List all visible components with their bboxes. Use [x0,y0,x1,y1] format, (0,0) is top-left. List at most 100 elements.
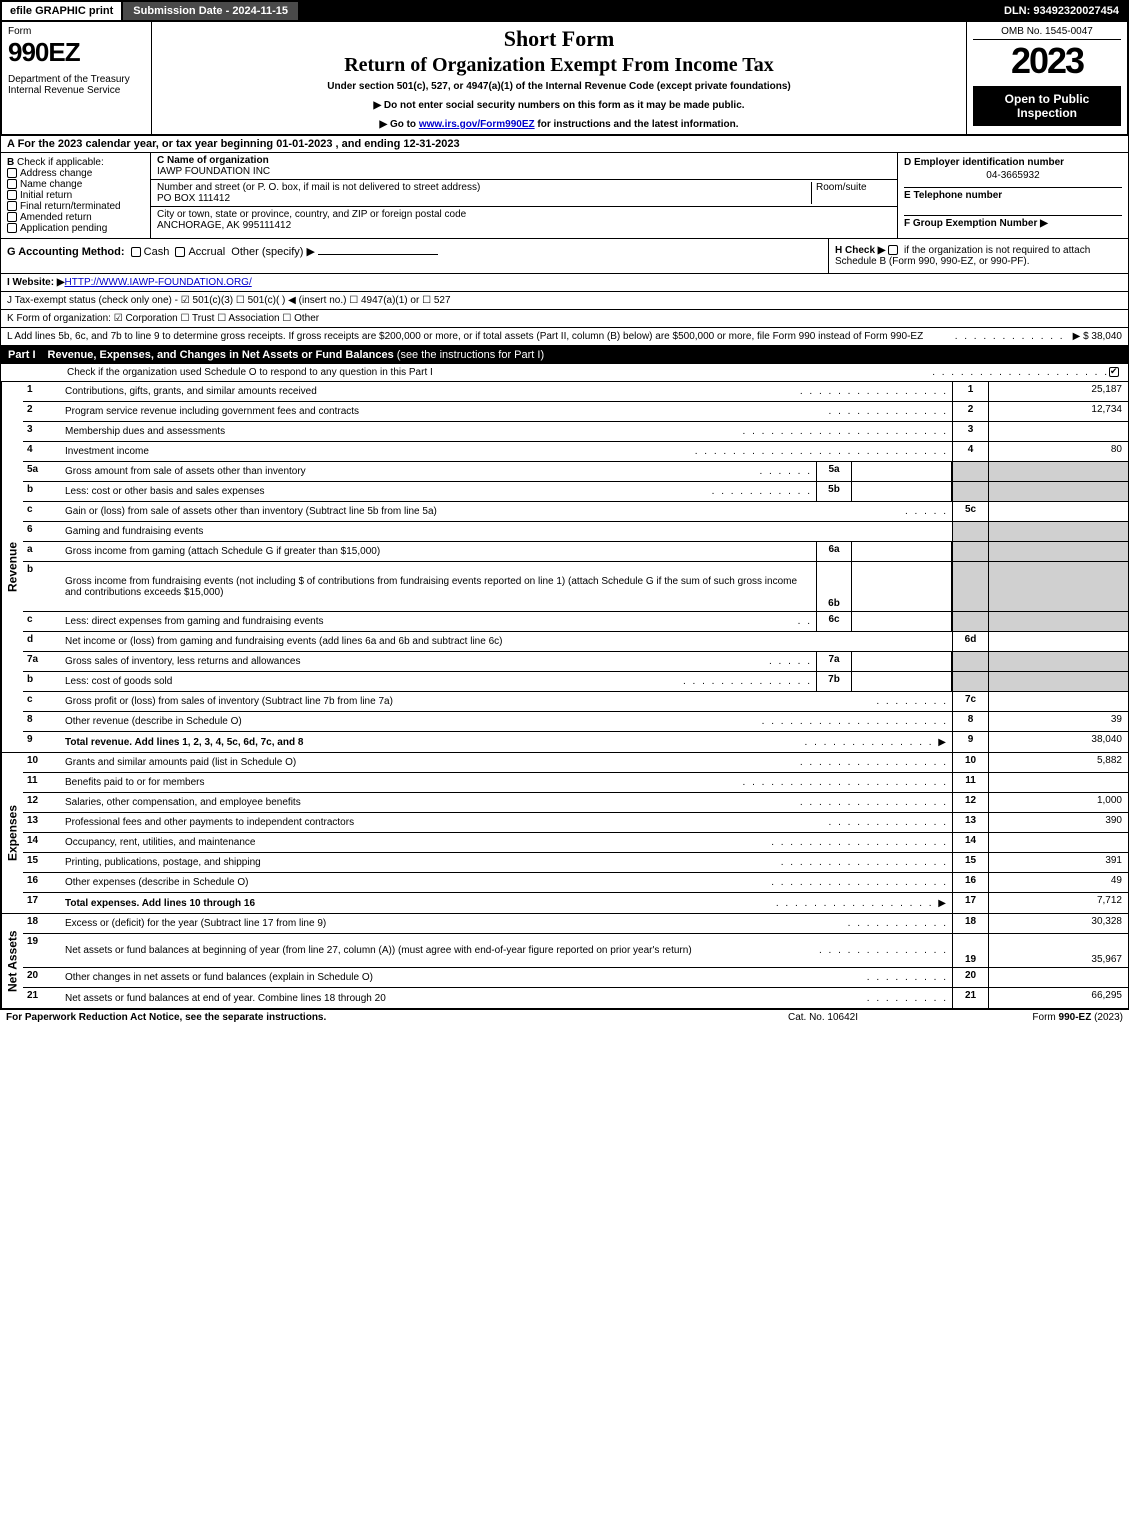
revenue-lines: 1Contributions, gifts, grants, and simil… [23,382,1128,752]
c-name-value: IAWP FOUNDATION INC [157,166,891,177]
h-check[interactable] [888,245,898,255]
top-bar: efile GRAPHIC print Submission Date - 20… [0,0,1129,22]
line-8: 8Other revenue (describe in Schedule O) … [23,712,1128,732]
goto-line: ▶ Go to www.irs.gov/Form990EZ for instru… [160,119,958,130]
header-left: Form 990EZ Department of the Treasury In… [2,22,152,134]
goto-pre: ▶ Go to [379,119,418,130]
footer-left: For Paperwork Reduction Act Notice, see … [6,1012,723,1023]
line-13: 13Professional fees and other payments t… [23,813,1128,833]
warning-ssn: ▶ Do not enter social security numbers o… [160,100,958,111]
d-label: D Employer identification number [904,157,1122,168]
form-word: Form [8,26,145,37]
line-9: 9Total revenue. Add lines 1, 2, 3, 4, 5c… [23,732,1128,752]
e-label: E Telephone number [904,187,1122,201]
form-header: Form 990EZ Department of the Treasury In… [0,22,1129,136]
c-room-label: Room/suite [811,182,891,204]
line-12: 12Salaries, other compensation, and empl… [23,793,1128,813]
part1-note: (see the instructions for Part I) [397,349,544,361]
line-5b: bLess: cost or other basis and sales exp… [23,482,1128,502]
efile-label[interactable]: efile GRAPHIC print [2,2,123,20]
f-label: F Group Exemption Number ▶ [904,215,1122,229]
c-addr-label: Number and street (or P. O. box, if mail… [157,182,811,193]
e-value [904,201,1122,215]
dept-label: Department of the Treasury Internal Reve… [8,74,145,96]
line-6d: dNet income or (loss) from gaming and fu… [23,632,1128,652]
sidebar-netassets: Net Assets [1,914,23,1008]
part1-check-text: Check if the organization used Schedule … [67,367,433,378]
line-7a: 7aGross sales of inventory, less returns… [23,652,1128,672]
row-gh: G Accounting Method: Cash Accrual Other … [0,239,1129,274]
line-6: 6Gaming and fundraising events [23,522,1128,542]
part1-header: Part I Revenue, Expenses, and Changes in… [0,346,1129,364]
row-l-amount: ▶ $ 38,040 [1073,331,1122,342]
b-item-0[interactable]: Address change [7,168,144,179]
g-accrual-check[interactable] [175,247,185,257]
b-item-2[interactable]: Initial return [7,190,144,201]
b-item-1[interactable]: Name change [7,179,144,190]
line-5a: 5aGross amount from sale of assets other… [23,462,1128,482]
row-h: H Check ▶ if the organization is not req… [828,239,1128,273]
row-l: L Add lines 5b, 6c, and 7b to line 9 to … [0,328,1129,346]
col-c: C Name of organization IAWP FOUNDATION I… [151,153,898,238]
topbar-spacer [298,2,996,20]
part1-check-row: Check if the organization used Schedule … [0,364,1129,382]
line-4: 4Investment income . . . . . . . . . . .… [23,442,1128,462]
netassets-lines: 18Excess or (deficit) for the year (Subt… [23,914,1128,1008]
irs-link[interactable]: www.irs.gov/Form990EZ [419,119,535,130]
d-value: 04-3665932 [904,168,1122,187]
b-header: B Check if applicable: [7,157,144,168]
line-6b: bGross income from fundraising events (n… [23,562,1128,612]
line-7c: cGross profit or (loss) from sales of in… [23,692,1128,712]
col-b: B Check if applicable: Address change Na… [1,153,151,238]
g-cash-check[interactable] [131,247,141,257]
line-10: 10Grants and similar amounts paid (list … [23,753,1128,773]
line-1: 1Contributions, gifts, grants, and simil… [23,382,1128,402]
col-def: D Employer identification number 04-3665… [898,153,1128,238]
b-item-3[interactable]: Final return/terminated [7,201,144,212]
b-item-5[interactable]: Application pending [7,223,144,234]
website-link[interactable]: HTTP://WWW.IAWP-FOUNDATION.ORG/ [65,277,252,288]
row-k: K Form of organization: ☑ Corporation ☐ … [0,310,1129,328]
line-14: 14Occupancy, rent, utilities, and mainte… [23,833,1128,853]
line-2: 2Program service revenue including gover… [23,402,1128,422]
line-16: 16Other expenses (describe in Schedule O… [23,873,1128,893]
c-name-row: C Name of organization IAWP FOUNDATION I… [151,153,897,180]
omb-number: OMB No. 1545-0047 [973,26,1121,40]
line-17: 17Total expenses. Add lines 10 through 1… [23,893,1128,913]
c-addr-value: PO BOX 111412 [157,193,811,204]
footer-right: Form 990-EZ (2023) [923,1012,1123,1023]
c-name-label: C Name of organization [157,155,891,166]
c-city-row: City or town, state or province, country… [151,207,897,233]
c-addr-row: Number and street (or P. O. box, if mail… [151,180,897,207]
c-city-value: ANCHORAGE, AK 995111412 [157,220,891,231]
line-5c: cGain or (loss) from sale of assets othe… [23,502,1128,522]
dln-label: DLN: 93492320027454 [996,2,1127,20]
expenses-section: Expenses 10Grants and similar amounts pa… [0,753,1129,914]
title-short-form: Short Form [160,26,958,52]
section-bcdef: B Check if applicable: Address change Na… [0,153,1129,239]
sidebar-expenses: Expenses [1,753,23,913]
part1-checkbox[interactable] [1109,367,1119,377]
expenses-lines: 10Grants and similar amounts paid (list … [23,753,1128,913]
header-mid: Short Form Return of Organization Exempt… [152,22,967,134]
netassets-section: Net Assets 18Excess or (deficit) for the… [0,914,1129,1009]
row-i: I Website: ▶HTTP://WWW.IAWP-FOUNDATION.O… [0,274,1129,292]
line-15: 15Printing, publications, postage, and s… [23,853,1128,873]
submission-date: Submission Date - 2024-11-15 [123,2,298,20]
inspection-badge: Open to Public Inspection [973,86,1121,126]
goto-post: for instructions and the latest informat… [535,119,739,130]
b-item-4[interactable]: Amended return [7,212,144,223]
header-right: OMB No. 1545-0047 2023 Open to Public In… [967,22,1127,134]
page-footer: For Paperwork Reduction Act Notice, see … [0,1009,1129,1025]
part1-num: Part I [8,349,36,361]
row-l-text: L Add lines 5b, 6c, and 7b to line 9 to … [7,331,947,342]
c-city-label: City or town, state or province, country… [157,209,891,220]
line-11: 11Benefits paid to or for members . . . … [23,773,1128,793]
row-g: G Accounting Method: Cash Accrual Other … [1,239,828,273]
footer-mid: Cat. No. 10642I [723,1012,923,1023]
line-20: 20Other changes in net assets or fund ba… [23,968,1128,988]
form-number: 990EZ [8,37,145,68]
line-19: 19Net assets or fund balances at beginni… [23,934,1128,968]
subtitle: Under section 501(c), 527, or 4947(a)(1)… [160,81,958,92]
tax-year: 2023 [973,40,1121,82]
